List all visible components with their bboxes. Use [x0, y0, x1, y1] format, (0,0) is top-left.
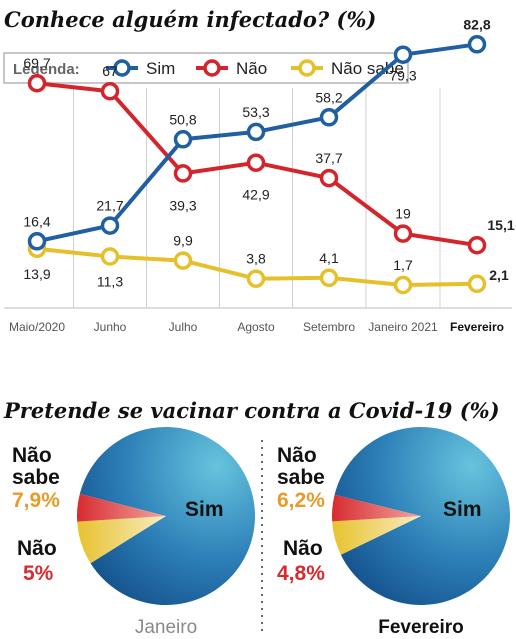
pie-slice-sim [334, 426, 511, 605]
pie-jan-nao-value: 5% [23, 562, 54, 585]
data-label: 15,1 [487, 217, 514, 233]
data-label: 1,7 [393, 257, 413, 273]
data-point [393, 45, 413, 64]
line-chart-title: Conhece alguém infectado? (%) [4, 7, 376, 32]
legend-item: Não sabe [291, 59, 404, 78]
data-label: 16,4 [23, 213, 50, 229]
pie-feb-naosabe-line2: sabe [277, 466, 325, 489]
pie-jan-naosabe-line2: sabe [12, 466, 60, 489]
pie-jan-naosabe-line1: Não [12, 444, 52, 467]
data-label: 21,7 [96, 198, 123, 214]
data-point [27, 73, 47, 93]
x-tick-label: Setembro [303, 320, 355, 334]
data-label: 53,3 [242, 104, 269, 120]
data-point [393, 275, 413, 295]
data-point [467, 274, 487, 294]
pie-feb-nao-value: 4,8% [277, 562, 325, 585]
data-label: 79,3 [389, 68, 416, 84]
data-label: 82,8 [463, 16, 490, 32]
data-label: 58,2 [315, 89, 342, 105]
pie-feb-nao-label: Não [283, 537, 323, 560]
pie-jan-nao-label: Não [17, 537, 57, 560]
line-chart-legend: Legenda: Sim Não Não sabe [3, 52, 409, 84]
x-tick-label: Maio/2020 [9, 320, 65, 334]
data-label: 13,9 [23, 266, 50, 282]
x-tick-label: Janeiro 2021 [368, 320, 438, 334]
pie-slice-nao-sabe [77, 516, 166, 564]
data-point [246, 122, 266, 142]
data-point [246, 269, 266, 288]
legend-label: Sim [146, 59, 175, 78]
legend-swatch-marker [298, 59, 316, 77]
data-label: 2,1 [489, 267, 509, 283]
data-point [100, 247, 120, 266]
data-label: 11,3 [97, 273, 123, 289]
data-point [173, 164, 193, 183]
data-label: 50,8 [169, 111, 196, 127]
data-point [100, 81, 120, 101]
data-point [319, 168, 339, 188]
legend-item: Sim [106, 59, 175, 78]
data-point [173, 130, 193, 149]
legend-swatch-marker [203, 59, 221, 77]
data-label: 42,9 [242, 187, 269, 203]
pie-feb-naosabe-line1: Não [277, 444, 317, 467]
x-tick-label: Fevereiro [450, 320, 504, 334]
data-point [467, 35, 487, 54]
data-label: 67 [102, 63, 118, 79]
legend-label: Não [236, 59, 267, 78]
data-point [319, 268, 339, 288]
pie-jan-name: Janeiro [135, 617, 197, 638]
pie-chart-janeiro [77, 427, 256, 606]
pie-feb-name: Fevereiro [378, 617, 464, 638]
x-tick-label: Julho [169, 320, 198, 334]
data-label: 3,8 [246, 251, 266, 267]
data-point [100, 216, 120, 235]
x-tick-label: Agosto [237, 320, 275, 334]
legend-label: Não sabe [331, 59, 404, 78]
legend-swatch-marker [113, 59, 131, 77]
pie-chart-fevereiro [331, 426, 511, 605]
legend-item: Não [196, 59, 267, 78]
pie-slice-nao [77, 493, 166, 522]
data-label: 69,7 [23, 55, 50, 71]
data-label: 9,9 [173, 233, 193, 249]
pie-jan-sim-label: Sim [185, 498, 224, 521]
line-chart: 16,4 21,7 50,8 53,3 58,2 79,3 82,8 69,7 67 39,3 42… [4, 16, 515, 334]
data-point [173, 251, 193, 270]
data-point [27, 232, 47, 251]
data-point [319, 108, 339, 127]
data-label: 4,1 [319, 250, 339, 266]
data-point [467, 235, 487, 255]
pie-jan-naosabe-value: 7,9% [12, 489, 60, 512]
data-point [393, 224, 413, 243]
pie-slice-nao [331, 494, 421, 522]
pie-feb-naosabe-value: 6,2% [277, 489, 325, 512]
pie-slice-nao-sabe [332, 516, 421, 555]
x-tick-label: Junho [94, 320, 127, 334]
pie-slice-sim [79, 427, 256, 606]
legend-title: Legenda: [13, 61, 80, 78]
data-point [246, 153, 266, 172]
data-label: 39,3 [169, 197, 196, 213]
pie-feb-sim-label: Sim [443, 498, 482, 521]
data-label: 19 [395, 206, 411, 222]
data-label: 37,7 [315, 150, 342, 166]
pie-section-title: Pretende se vacinar contra a Covid-19 (%… [3, 398, 500, 423]
